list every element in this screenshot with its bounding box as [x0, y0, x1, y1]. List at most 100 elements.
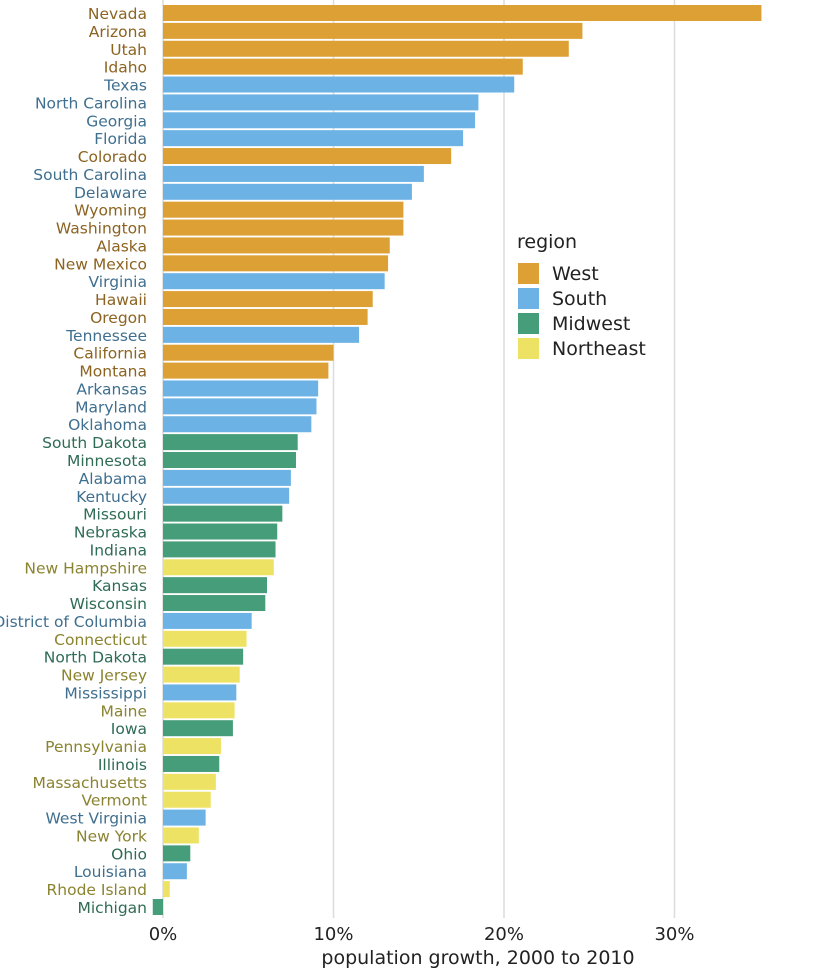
bar — [163, 308, 368, 325]
legend: region West South Midwest Northeast — [517, 231, 646, 360]
state-label: North Dakota — [44, 649, 147, 667]
bar — [163, 773, 216, 790]
bar — [163, 434, 298, 451]
state-label: Kansas — [92, 577, 147, 595]
bar — [163, 112, 476, 129]
bar — [163, 702, 235, 719]
bar — [163, 237, 390, 254]
state-label: New Mexico — [54, 255, 147, 273]
state-label: Wyoming — [74, 202, 147, 220]
state-label: Vermont — [81, 792, 147, 810]
bar — [163, 559, 274, 576]
x-tick-labels: 0% 10% 20% 30% — [149, 924, 695, 945]
bar — [163, 58, 523, 75]
legend-swatch — [518, 338, 539, 359]
bar — [163, 148, 452, 165]
state-label: Oregon — [90, 309, 147, 327]
state-label: Texas — [103, 77, 147, 95]
state-label: Alaska — [96, 237, 147, 255]
state-label: Utah — [110, 41, 147, 59]
bar — [163, 452, 296, 468]
bar — [163, 362, 329, 379]
state-label: Nebraska — [74, 524, 147, 542]
state-label: California — [73, 345, 147, 363]
legend-label: South — [552, 288, 607, 310]
bar — [163, 809, 206, 826]
x-tick-label: 20% — [484, 924, 524, 945]
state-label: Louisiana — [74, 863, 147, 881]
state-label: New York — [76, 827, 147, 845]
legend-swatch — [518, 263, 539, 284]
state-label: Missouri — [83, 506, 147, 524]
bar — [163, 94, 479, 111]
bar — [163, 612, 252, 629]
bar — [163, 165, 424, 182]
state-label: Alabama — [79, 470, 147, 488]
state-label: Tennessee — [65, 327, 147, 345]
legend-title: region — [517, 231, 577, 253]
state-label: Indiana — [90, 541, 147, 559]
bar — [163, 577, 268, 594]
state-label: Montana — [79, 363, 147, 381]
bar — [163, 219, 404, 236]
state-label: Pennsylvania — [45, 738, 147, 756]
bar — [163, 505, 283, 522]
bar — [163, 541, 276, 558]
state-label: Arizona — [89, 23, 147, 41]
bar — [163, 326, 360, 343]
legend-swatch — [518, 313, 539, 334]
bar — [163, 630, 247, 647]
bar — [163, 684, 237, 701]
state-label: New Jersey — [61, 667, 147, 685]
bar — [163, 469, 291, 486]
bar — [163, 487, 290, 504]
bar — [163, 183, 412, 200]
state-label: Kentucky — [76, 488, 147, 506]
bar — [163, 255, 389, 272]
bar — [163, 881, 170, 898]
bar — [163, 344, 334, 361]
bar — [163, 40, 569, 57]
state-label: Arkansas — [76, 380, 147, 398]
bar — [163, 738, 221, 755]
state-label: Florida — [94, 130, 147, 148]
state-label: Delaware — [74, 184, 147, 202]
state-label: Maine — [100, 702, 147, 720]
x-tick-label: 30% — [654, 924, 694, 945]
bar — [152, 899, 163, 915]
bar — [163, 398, 317, 415]
state-label: New Hampshire — [24, 559, 147, 577]
legend-label: Northeast — [552, 338, 646, 360]
x-axis-label: population growth, 2000 to 2010 — [321, 947, 634, 969]
state-label: Wisconsin — [70, 595, 147, 613]
state-label: Mississippi — [64, 684, 147, 702]
x-tick-label: 10% — [313, 924, 353, 945]
bar — [163, 380, 319, 397]
bar — [163, 827, 199, 844]
bar — [163, 291, 373, 308]
state-label: Oklahoma — [68, 416, 147, 434]
state-label: South Carolina — [33, 166, 147, 184]
state-label: Hawaii — [95, 291, 147, 309]
state-label: Nevada — [88, 5, 147, 23]
state-label: Colorado — [78, 148, 147, 166]
bar — [163, 666, 240, 683]
bar — [163, 130, 464, 147]
bar — [163, 595, 266, 612]
bar — [163, 791, 211, 808]
state-label: District of Columbia — [0, 613, 147, 631]
state-label: Michigan — [78, 899, 148, 917]
state-label: Idaho — [104, 59, 147, 77]
state-label: Rhode Island — [47, 881, 148, 899]
state-label: Iowa — [111, 720, 147, 738]
bar — [163, 523, 278, 540]
bar — [163, 720, 233, 737]
state-label: Washington — [56, 220, 147, 238]
legend-swatch — [518, 288, 539, 309]
state-label: Virginia — [89, 273, 147, 291]
state-label: Illinois — [98, 756, 147, 774]
bar — [163, 76, 515, 93]
state-label: Maryland — [75, 398, 147, 416]
